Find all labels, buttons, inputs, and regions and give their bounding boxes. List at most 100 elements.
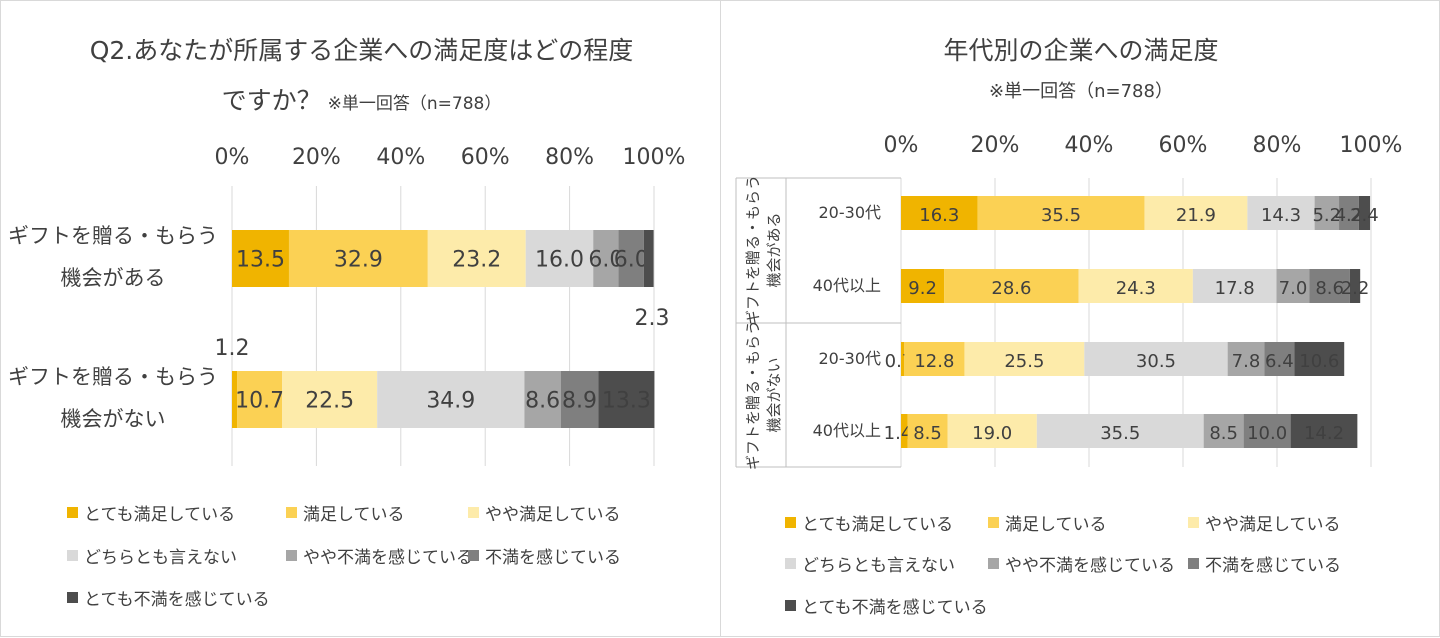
data-label: 7.8 <box>1232 351 1261 372</box>
data-label: 2.2 <box>1341 278 1370 299</box>
legend-item: とても不満を感じている <box>67 585 270 610</box>
data-label: 8.5 <box>913 423 942 444</box>
category-label: 40代以上 <box>813 276 881 295</box>
legend-item: やや不満を感じている <box>286 543 473 568</box>
group-label-line: ギフトを贈る・もらう <box>744 175 762 325</box>
bar-segment <box>618 230 644 287</box>
x-tick-label: 60% <box>1159 133 1208 158</box>
data-label: 1.4 <box>884 423 913 444</box>
legend-swatch <box>785 517 796 528</box>
legend-swatch <box>67 550 78 561</box>
bar-segment <box>1309 269 1350 303</box>
legend-label: やや不満を感じている <box>1005 556 1175 576</box>
legend-label: とても不満を感じている <box>84 590 270 610</box>
data-label: 35.5 <box>1100 423 1140 444</box>
group-label-line: 機会がある <box>765 212 783 287</box>
legend-swatch <box>1188 558 1199 569</box>
bar-segment <box>901 196 978 230</box>
legend-swatch <box>468 550 479 561</box>
data-label: 13.5 <box>236 248 285 273</box>
x-tick-label: 20% <box>292 145 341 170</box>
bar-segment <box>977 196 1145 230</box>
bar-segment <box>1339 196 1359 230</box>
data-label: 8.5 <box>1209 423 1238 444</box>
left-chart-title-text: ですか？ <box>221 86 322 115</box>
legend-swatch <box>988 558 999 569</box>
x-tick-label: 0% <box>884 133 919 158</box>
bar-segment <box>1349 269 1361 303</box>
x-tick-label: 100% <box>1340 133 1403 158</box>
legend-item: 満足している <box>988 510 1107 535</box>
right-chart-panel: 年代別の企業への満足度 ※単一回答（n=788） 0% 20% 40% 60% 80% 1… <box>720 0 1440 637</box>
bar-segment <box>282 371 378 428</box>
category-label: ギフトを贈る・もらう <box>8 224 218 248</box>
legend-swatch <box>785 558 796 569</box>
legend-label: やや満足している <box>485 505 621 525</box>
legend-label: 不満を感じている <box>1205 556 1341 576</box>
data-label: 17.8 <box>1215 278 1255 299</box>
left-chart-title-line1: Q2.あなたが所属する企業への満足度はどの程度 <box>89 36 634 65</box>
category-label: 機会がある <box>61 266 166 290</box>
bar-segment <box>1192 269 1277 303</box>
data-label: 2.3 <box>635 306 670 331</box>
data-label: 16.0 <box>535 248 584 273</box>
category-label: 40代以上 <box>813 421 881 440</box>
legend-swatch <box>988 517 999 528</box>
bar-segment <box>1243 414 1291 448</box>
bar-segment <box>525 230 594 287</box>
legend-item: 不満を感じている <box>468 543 621 568</box>
x-tick-label: 80% <box>1253 133 1302 158</box>
bar-segment <box>288 230 428 287</box>
legend-item: とても満足している <box>785 510 953 535</box>
legend-label: とても不満を感じている <box>802 598 988 618</box>
group-label-line: 機会がない <box>765 357 783 432</box>
data-label: 6.4 <box>1265 351 1294 372</box>
legend-item: どちらとも言えない <box>67 543 237 568</box>
data-label: 35.5 <box>1041 205 1081 226</box>
legend-swatch <box>468 507 479 518</box>
category-label: ギフトを贈る・もらう <box>8 365 218 389</box>
bar-segment <box>377 371 525 428</box>
bar-segment <box>901 342 905 376</box>
bar-segment <box>1264 342 1295 376</box>
legend-item: 満足している <box>286 500 405 525</box>
bar-segment <box>1276 269 1310 303</box>
data-label: 24.3 <box>1116 278 1156 299</box>
legend-swatch <box>286 507 297 518</box>
x-tick-label: 40% <box>376 145 425 170</box>
right-bar-chart: 0% 20% 40% 60% 80% 100%ギフトを贈る・もらう 機会があるギフトを贈る・… <box>735 133 1403 470</box>
category-label: 機会がない <box>61 407 166 431</box>
legend-item: とても不満を感じている <box>785 593 988 618</box>
data-label: 7.0 <box>1279 278 1308 299</box>
bar-segment <box>232 230 289 287</box>
bar-segment <box>427 230 526 287</box>
bar-segment <box>593 230 619 287</box>
legend-item: 不満を感じている <box>1188 551 1341 576</box>
data-label: 25.5 <box>1004 351 1044 372</box>
category-label: 20-30代 <box>819 203 882 222</box>
bar-segment <box>907 414 948 448</box>
data-label: 14.2 <box>1304 423 1344 444</box>
data-label: 32.9 <box>334 248 383 273</box>
bar-segment <box>1036 414 1204 448</box>
data-label: 9.2 <box>908 278 937 299</box>
data-label: 2.4 <box>1350 205 1379 226</box>
bar-segment <box>1078 269 1193 303</box>
legend-swatch <box>785 600 796 611</box>
left-chart-title-note: ※単一回答（n=788） <box>327 94 502 114</box>
data-label: 8.9 <box>562 389 597 414</box>
bar-segment <box>1144 196 1248 230</box>
x-tick-label: 40% <box>1065 133 1114 158</box>
bar-segment <box>947 414 1037 448</box>
bar-segment <box>643 230 654 287</box>
bar-segment <box>904 342 965 376</box>
bar-segment <box>524 371 561 428</box>
data-label: 16.3 <box>919 205 959 226</box>
data-label: 21.9 <box>1176 205 1216 226</box>
legend-label: どちらとも言えない <box>802 556 955 576</box>
data-label: 22.5 <box>305 389 354 414</box>
legend-item: どちらとも言えない <box>785 551 955 576</box>
data-label: 6.0 <box>614 248 649 273</box>
data-label: 34.9 <box>426 389 475 414</box>
